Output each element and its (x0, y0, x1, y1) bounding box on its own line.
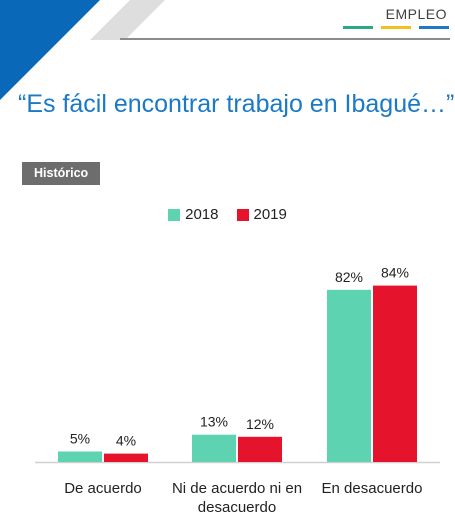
data-label-2018-1: 13% (200, 414, 228, 430)
section-label: EMPLEO (385, 6, 447, 22)
data-label-2019-2: 84% (381, 265, 409, 281)
legend-item-2018: 2018 (168, 206, 219, 223)
category-label-1-line2: desacuerdo (198, 499, 276, 516)
category-label-0: De acuerdo (64, 480, 142, 497)
section-bar-yellow (381, 26, 411, 29)
legend-label-2019: 2019 (253, 206, 287, 223)
corner-gray-stripe-right (90, 0, 165, 40)
corner-blue-triangle (0, 0, 100, 100)
data-label-2018-2: 82% (335, 269, 363, 285)
section-color-bars (343, 26, 449, 29)
data-label-2018-0: 5% (70, 431, 90, 447)
historico-tag: Histórico (22, 162, 101, 185)
section-bar-green (343, 26, 373, 29)
legend-item-2019: 2019 (236, 206, 287, 223)
legend-label-2018: 2018 (185, 206, 219, 223)
header-rule (120, 38, 450, 40)
bar-2018-2 (327, 289, 371, 462)
data-label-2019-1: 12% (246, 416, 274, 432)
bar-2019-2 (373, 285, 417, 462)
data-label-2019-0: 4% (116, 433, 136, 449)
category-label-2: En desacuerdo (322, 480, 423, 497)
bar-2019-0 (104, 453, 148, 462)
corner-decoration (0, 0, 165, 100)
chart-legend: 2018 2019 (0, 206, 455, 223)
category-label-1: Ni de acuerdo ni en (172, 480, 302, 497)
legend-swatch-2019 (236, 208, 249, 221)
bar-2018-0 (58, 451, 102, 462)
bar-2018-1 (192, 434, 236, 462)
page-title: “Es fácil encontrar trabajo en Ibagué…” (18, 90, 455, 118)
section-bar-blue (419, 26, 449, 29)
bar-2019-1 (238, 436, 282, 462)
legend-swatch-2018 (168, 208, 181, 221)
